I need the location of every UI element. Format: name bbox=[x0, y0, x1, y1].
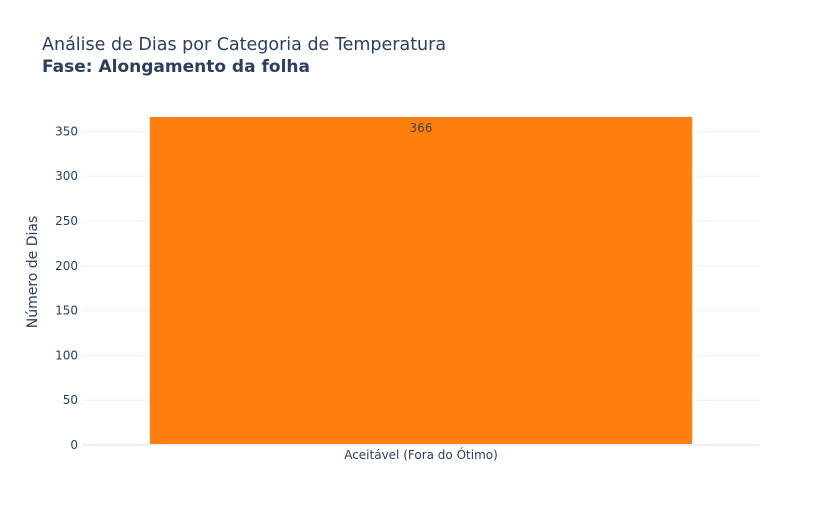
y-tick-label: 350 bbox=[55, 124, 78, 138]
y-tick-label: 100 bbox=[55, 348, 78, 362]
y-tick-label: 250 bbox=[55, 214, 78, 228]
chart-subtitle: Fase: Alongamento da folha bbox=[42, 57, 310, 77]
y-axis-ticks: 0 50 100 150 200 250 300 350 bbox=[55, 124, 78, 452]
y-tick-label: 0 bbox=[70, 438, 78, 452]
x-tick-label: Aceitável (Fora do Ótimo) bbox=[344, 447, 498, 462]
y-tick-label: 50 bbox=[63, 393, 78, 407]
chart-title: Análise de Dias por Categoria de Tempera… bbox=[42, 35, 446, 55]
x-axis-ticks: Aceitável (Fora do Ótimo) bbox=[344, 447, 498, 462]
y-tick-label: 200 bbox=[55, 259, 78, 273]
bar[interactable] bbox=[149, 117, 693, 445]
bar-value-label: 366 bbox=[410, 121, 433, 135]
y-tick-label: 150 bbox=[55, 304, 78, 318]
bars bbox=[149, 117, 693, 445]
data-labels: 366 bbox=[410, 121, 433, 135]
y-tick-label: 300 bbox=[55, 169, 78, 183]
y-axis-title: Número de Dias bbox=[25, 216, 41, 329]
